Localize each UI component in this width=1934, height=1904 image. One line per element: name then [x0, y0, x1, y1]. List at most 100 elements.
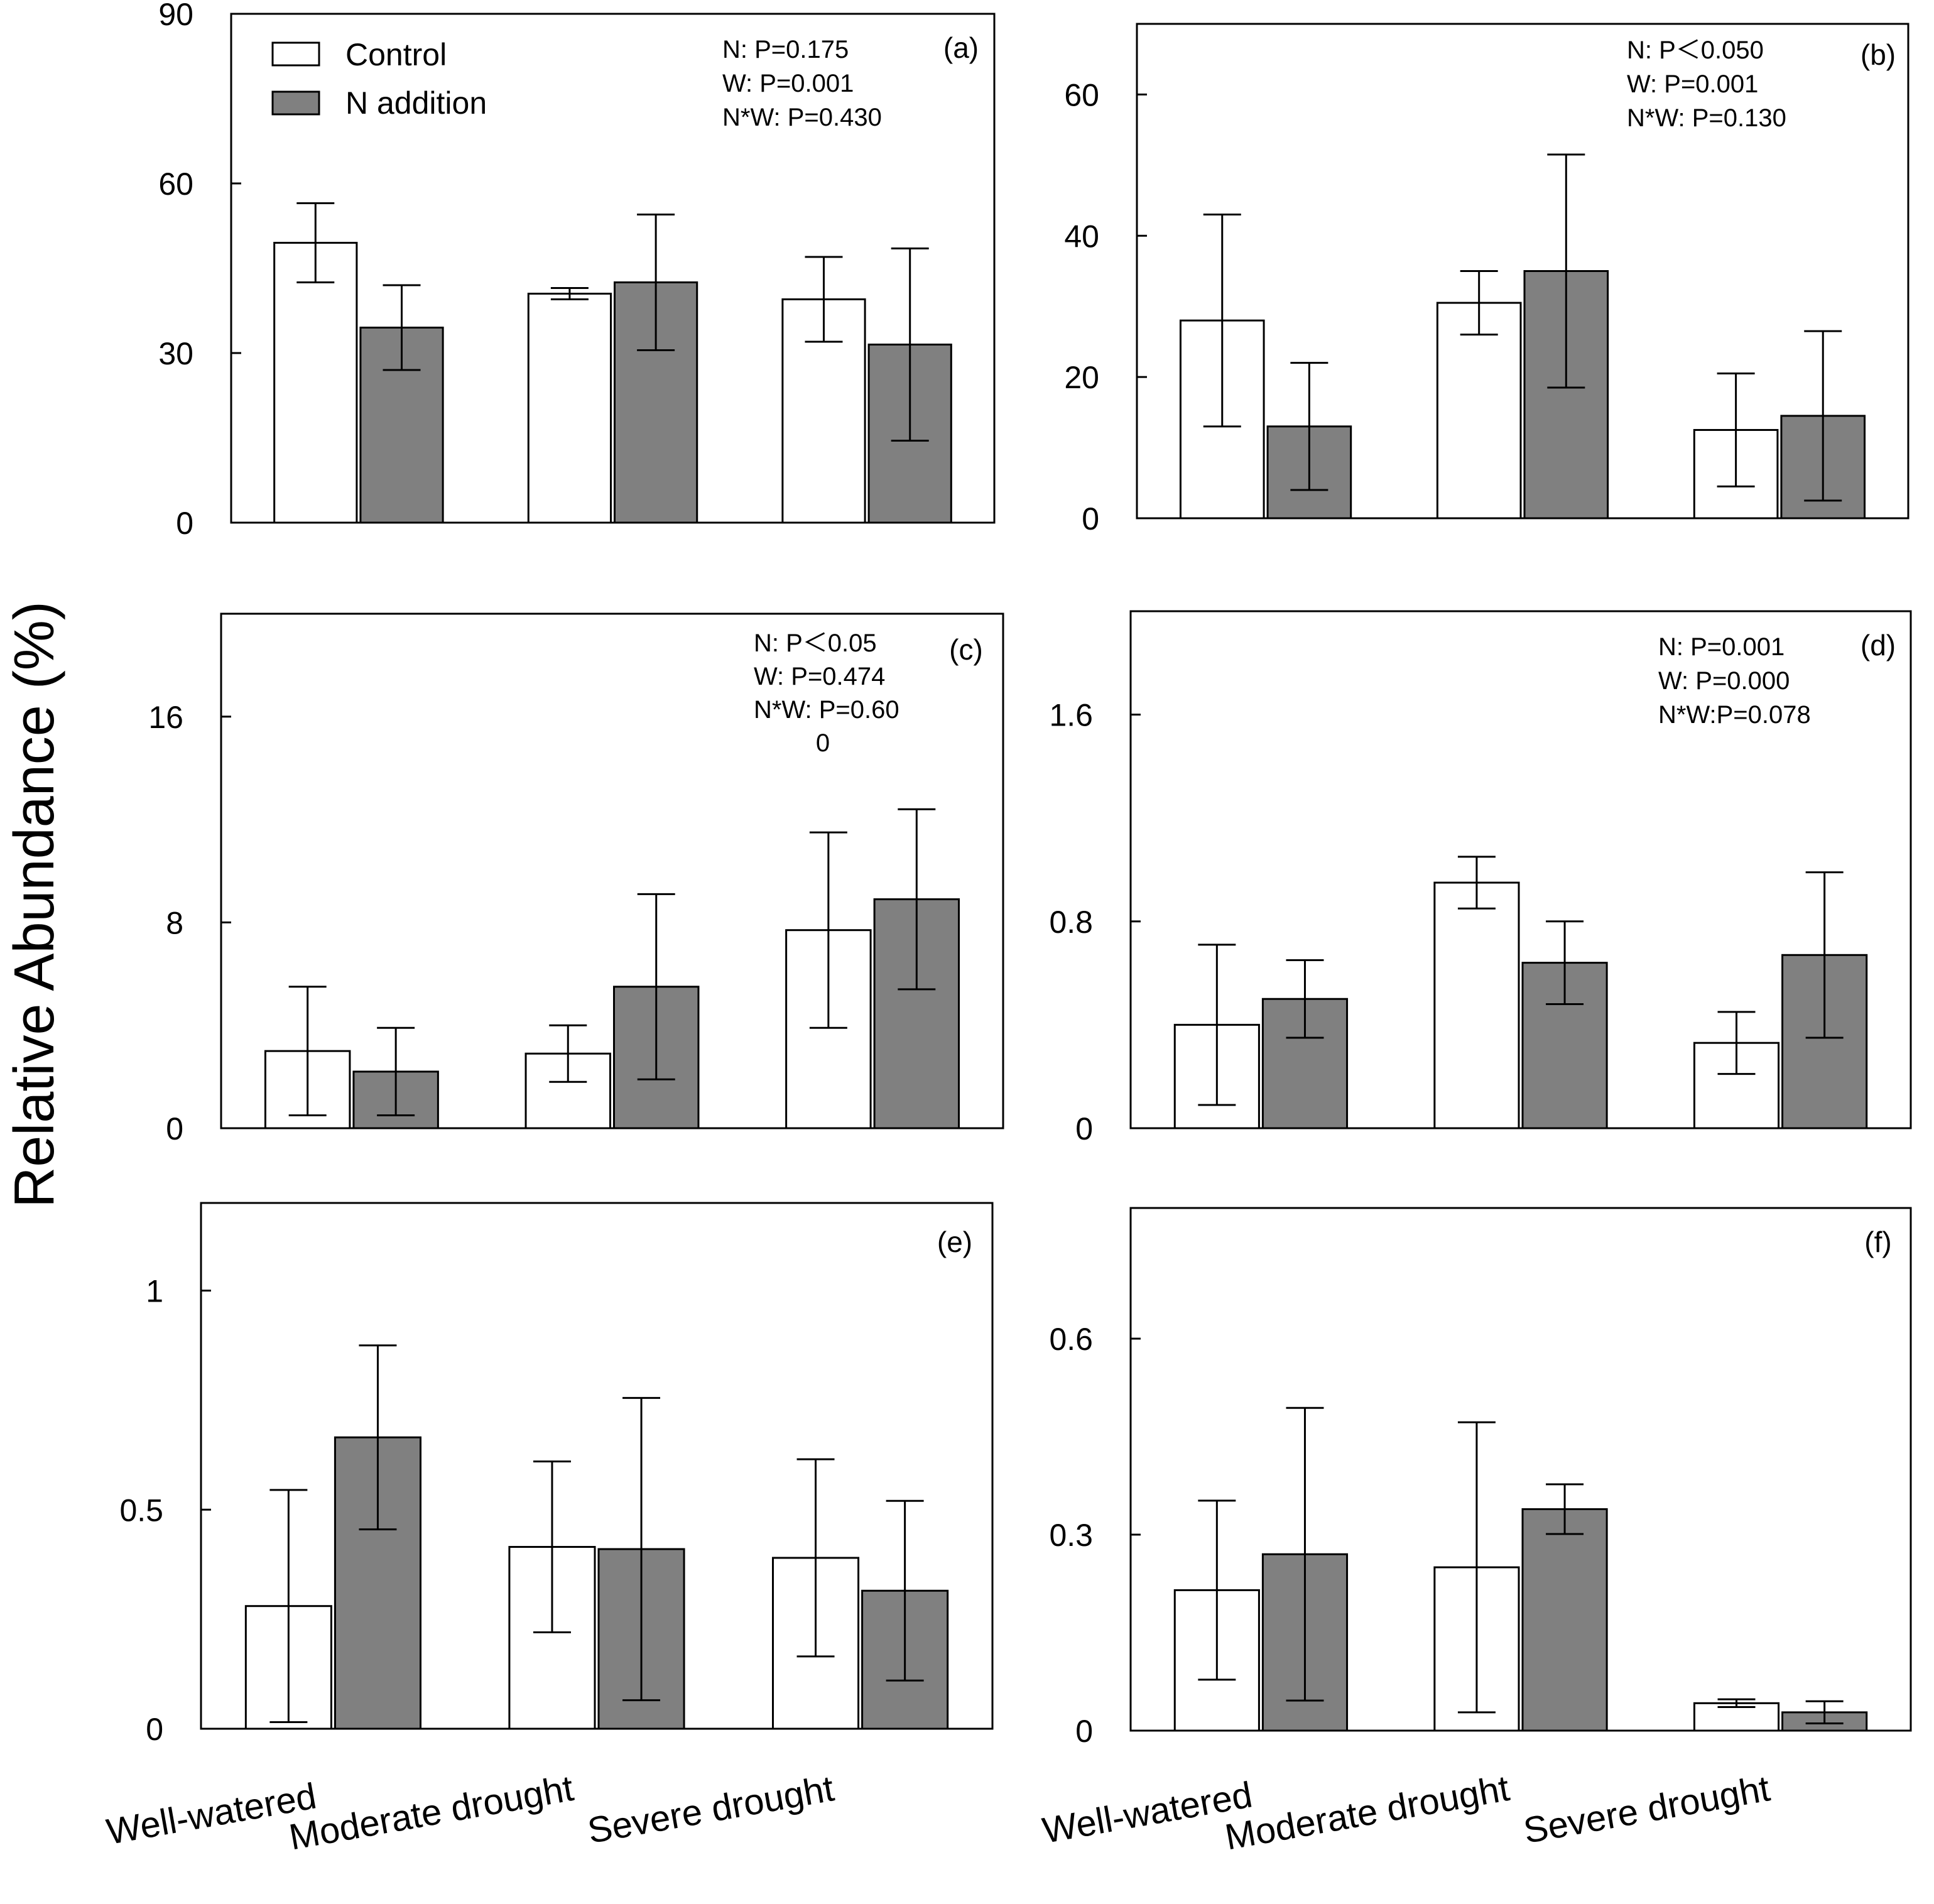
- bar-control-moderate-drought: [1433, 881, 1520, 1129]
- stat-line: W: P=0.001: [722, 70, 854, 97]
- error-bar-n-addition-moderate-drought: [1546, 1483, 1584, 1535]
- x-category-labels-right: Well-watered Moderate drought Severe dro…: [1040, 1768, 1773, 1858]
- error-bar-n-addition-severe-drought: [891, 248, 929, 442]
- legend-label-n-addition: N addition: [345, 85, 487, 121]
- error-bar-n-addition-moderate-drought: [637, 214, 675, 351]
- x-label-severe-drought-left: Severe drought: [585, 1768, 837, 1851]
- y-tick-label: 60: [1064, 77, 1099, 112]
- y-tick-label: 1: [146, 1274, 163, 1309]
- plot-frame: [1136, 23, 1910, 520]
- error-bar-control-moderate-drought: [1460, 270, 1498, 336]
- error-bar-control-severe-drought: [796, 1458, 835, 1658]
- plot-frame: [200, 1202, 994, 1730]
- stat-line: N: P＜0.050: [1627, 36, 1764, 64]
- plot-frame: [1129, 1207, 1912, 1732]
- panel-e: 0 0.5 1 (e): [119, 1202, 994, 1747]
- y-tick-label: 40: [1064, 219, 1099, 254]
- y-tick-label: 90: [158, 0, 193, 32]
- stat-line: W: P=0.001: [1627, 70, 1758, 98]
- error-bar-n-addition-moderate-drought: [637, 893, 675, 1080]
- panel-a: 0 30 60 90 (a) N: P=0.175 W: P=0.001 N*W: P=0.4…: [158, 0, 996, 541]
- bar-control-well-watered: [273, 242, 358, 524]
- stat-line: N: P＜0.05: [754, 629, 877, 657]
- error-bar-control-well-watered: [269, 1489, 308, 1724]
- x-category-labels-left: Well-watered Moderate drought Severe dro…: [104, 1768, 837, 1858]
- y-tick-label: 0: [166, 1111, 183, 1146]
- y-tick-label: 30: [158, 336, 193, 371]
- y-tick-label: 0.6: [1049, 1322, 1093, 1357]
- panel-f: 0 0.3 0.6 (f): [1049, 1207, 1912, 1749]
- error-bar-n-addition-severe-drought: [1805, 1700, 1844, 1725]
- y-axis-label: Relative Abundance (%): [3, 601, 66, 1208]
- error-bar-control-well-watered: [296, 202, 335, 283]
- panel-label: (d): [1861, 629, 1896, 661]
- stat-line: N: P=0.001: [1658, 633, 1785, 661]
- stat-line: N*W:P=0.078: [1658, 701, 1811, 729]
- error-bar-n-addition-well-watered: [377, 1026, 415, 1117]
- error-bar-n-addition-well-watered: [383, 284, 421, 371]
- error-bar-n-addition-well-watered: [1290, 362, 1328, 491]
- plot-frame: [220, 612, 1004, 1129]
- stat-line: 0: [816, 729, 830, 757]
- panel-label: (f): [1864, 1226, 1891, 1258]
- panel-label: (b): [1861, 38, 1896, 71]
- legend-swatch-control: [271, 41, 320, 67]
- y-tick-label: 0.3: [1049, 1518, 1093, 1553]
- panel-d: 0 0.8 1.6 (d) N: P=0.001 W: P=0.000 N*W:P=0.07…: [1049, 610, 1912, 1146]
- y-tick-label: 20: [1064, 360, 1099, 395]
- error-bar-n-addition-severe-drought: [1804, 330, 1842, 502]
- error-bar-n-addition-moderate-drought: [622, 1396, 661, 1702]
- error-bar-control-moderate-drought: [549, 1024, 587, 1083]
- error-bar-control-well-watered: [1198, 944, 1236, 1106]
- panel-label: (c): [949, 633, 983, 666]
- error-bar-control-well-watered: [1198, 1499, 1236, 1681]
- stat-line: N*W: P=0.60: [754, 696, 899, 724]
- x-label-well-watered-right: Well-watered: [1040, 1774, 1256, 1851]
- stat-line: W: P=0.000: [1658, 667, 1790, 695]
- legend: Control N addition: [271, 37, 487, 121]
- x-label-moderate-drought-left: Moderate drought: [286, 1768, 577, 1858]
- y-tick-label: 0: [1082, 501, 1099, 536]
- error-bar-control-moderate-drought: [550, 287, 589, 300]
- bar-n-addition-moderate-drought: [1521, 1508, 1608, 1732]
- error-bar-control-severe-drought: [1717, 1011, 1756, 1075]
- plot-frame: [1129, 610, 1912, 1129]
- plot-frame: [230, 13, 996, 524]
- y-tick-label: 0.5: [119, 1493, 163, 1528]
- bar-n-addition-well-watered: [359, 327, 444, 524]
- error-bar-control-severe-drought: [1717, 1698, 1756, 1709]
- y-tick-label: 0: [1075, 1111, 1093, 1146]
- error-bar-n-addition-well-watered: [1286, 959, 1324, 1039]
- panel-label: (a): [943, 31, 979, 64]
- x-label-moderate-drought-right: Moderate drought: [1222, 1768, 1513, 1858]
- error-bar-n-addition-severe-drought: [1805, 871, 1844, 1039]
- error-bar-n-addition-moderate-drought: [1546, 920, 1584, 1005]
- error-bar-n-addition-well-watered: [1286, 1406, 1324, 1702]
- stat-line: N*W: P=0.130: [1627, 104, 1786, 132]
- error-bar-control-moderate-drought: [533, 1461, 571, 1634]
- error-bar-control-well-watered: [1203, 214, 1241, 428]
- panel-c: 0 8 16 (c) N: P＜0.05 W: P=0.474 N*W: P=0.60 0: [148, 612, 1004, 1146]
- error-bar-control-well-watered: [288, 986, 327, 1117]
- stat-line: N: P=0.175: [722, 36, 849, 63]
- y-tick-label: 0: [176, 506, 193, 541]
- y-tick-label: 0.8: [1049, 905, 1093, 940]
- bar-control-moderate-drought: [1436, 302, 1522, 520]
- error-bar-n-addition-well-watered: [359, 1344, 397, 1531]
- y-tick-label: 0: [146, 1712, 163, 1747]
- y-tick-label: 60: [158, 166, 193, 202]
- x-label-well-watered-left: Well-watered: [104, 1775, 320, 1852]
- error-bar-control-severe-drought: [805, 256, 843, 343]
- panel-b: 0 20 40 60 (b) N: P＜0.050 W: P=0.001 N*W: P=0.1…: [1064, 23, 1910, 536]
- error-bar-n-addition-severe-drought: [898, 808, 936, 991]
- bar-control-moderate-drought: [527, 293, 612, 524]
- error-bar-control-severe-drought: [1717, 373, 1755, 487]
- legend-swatch-n-addition: [271, 90, 320, 116]
- error-bar-n-addition-moderate-drought: [1547, 153, 1585, 389]
- x-label-severe-drought-right: Severe drought: [1521, 1768, 1773, 1851]
- y-tick-label: 1.6: [1049, 698, 1093, 733]
- error-bar-control-severe-drought: [809, 831, 847, 1029]
- y-tick-label: 0: [1075, 1714, 1093, 1749]
- stat-line: W: P=0.474: [754, 663, 885, 690]
